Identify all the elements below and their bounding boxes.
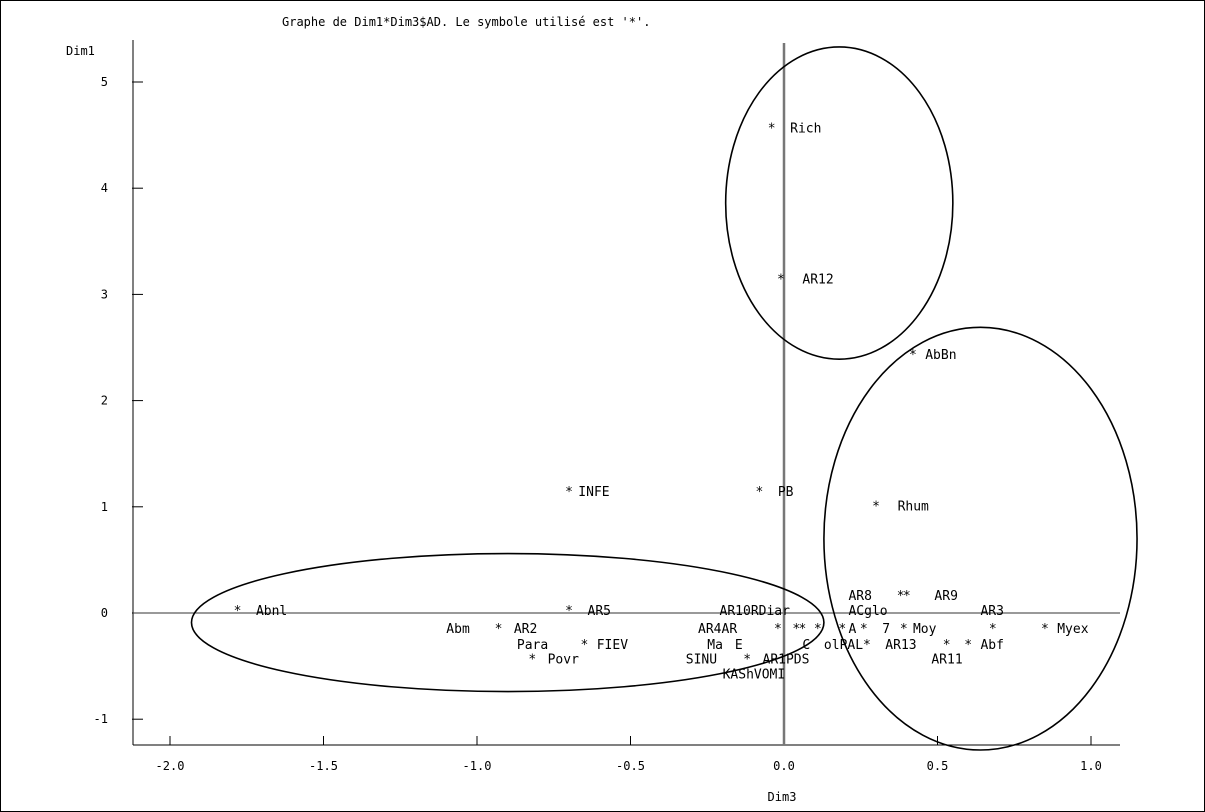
data-point-star: * bbox=[897, 589, 905, 604]
x-tick-label: 0.5 bbox=[927, 759, 949, 773]
data-point-star: * bbox=[964, 638, 972, 653]
point-label: Povr bbox=[548, 653, 579, 668]
data-point-star: * bbox=[792, 622, 800, 637]
data-point-star: * bbox=[903, 589, 911, 604]
data-point-star: * bbox=[777, 272, 785, 287]
y-tick-label: 4 bbox=[101, 181, 108, 195]
point-label: AbBn bbox=[925, 348, 956, 363]
point-label: C bbox=[802, 638, 810, 653]
point-label: olPAL bbox=[824, 638, 863, 653]
point-label: AR11 bbox=[931, 653, 962, 668]
point-label: AR2 bbox=[514, 622, 537, 637]
point-label: E bbox=[735, 638, 743, 653]
y-tick-label: 3 bbox=[101, 287, 108, 301]
point-labels: Rich AR12 AbBn INFE PB Rhum AR8 AR9 Abnl AR5 AR10R… bbox=[256, 122, 1089, 683]
data-point-star: * bbox=[743, 653, 751, 668]
point-label: AR13 bbox=[885, 638, 916, 653]
x-axis-label: Dim3 bbox=[768, 790, 797, 804]
axes: -1 0 1 2 3 4 5 -2.0 -1.5 -1.0 -0.5 0.0 0.5 1.0 bbox=[94, 40, 1120, 773]
point-label: AR4AR bbox=[698, 622, 737, 637]
data-point-star: * bbox=[814, 622, 822, 637]
point-label: FIEV bbox=[597, 638, 628, 653]
point-label: Abf bbox=[980, 638, 1003, 653]
data-point-star: * bbox=[768, 122, 776, 137]
data-point-star: * bbox=[900, 622, 908, 637]
data-point-star: * bbox=[943, 638, 951, 653]
point-label: Rhum bbox=[898, 500, 929, 515]
point-label: 7 bbox=[882, 622, 890, 637]
point-label: PB bbox=[778, 485, 794, 500]
point-label: AR9 bbox=[934, 589, 957, 604]
x-tick-label: 1.0 bbox=[1080, 759, 1102, 773]
point-label: Para bbox=[517, 638, 548, 653]
point-label: Moy bbox=[913, 622, 937, 637]
point-label: Abnl bbox=[256, 604, 287, 619]
data-point-star: * bbox=[863, 638, 871, 653]
point-label: ACglo bbox=[848, 604, 887, 619]
data-points: **** ***** ** * ** * * * * * ** * * ** * bbox=[234, 122, 1049, 668]
data-point-star: * bbox=[799, 622, 807, 637]
data-point-star: * bbox=[495, 622, 503, 637]
y-tick-label: -1 bbox=[94, 712, 108, 726]
x-tick-label: -1.0 bbox=[463, 759, 492, 773]
point-label: SINU bbox=[686, 653, 717, 668]
point-label: INFE bbox=[578, 485, 609, 500]
reference-lines bbox=[133, 43, 1120, 745]
point-label: AR3 bbox=[980, 604, 1003, 619]
x-tick-label: 0.0 bbox=[773, 759, 795, 773]
y-tick-label: 2 bbox=[101, 394, 108, 408]
cluster-ellipse bbox=[823, 326, 1138, 751]
y-tick-label: 0 bbox=[101, 606, 108, 620]
data-point-star: * bbox=[528, 653, 536, 668]
point-label: KAShVOMI bbox=[723, 668, 786, 683]
y-tick-label: 1 bbox=[101, 500, 108, 514]
cluster-ellipse bbox=[190, 552, 825, 693]
data-point-star: * bbox=[989, 622, 997, 637]
data-point-star: * bbox=[860, 622, 868, 637]
point-label: AR1PDS bbox=[763, 653, 810, 668]
point-label: AR8 bbox=[848, 589, 871, 604]
chart-title: Graphe de Dim1*Dim3$AD. Le symbole utili… bbox=[282, 15, 650, 29]
data-point-star: * bbox=[872, 500, 880, 515]
point-label: AR12 bbox=[802, 272, 833, 287]
x-tick-label: -0.5 bbox=[616, 759, 645, 773]
y-axis-label: Dim1 bbox=[66, 44, 95, 58]
point-label: AR5 bbox=[588, 604, 611, 619]
data-point-star: * bbox=[756, 485, 764, 500]
point-label: Abm bbox=[446, 622, 470, 637]
point-label: AR10RDiar bbox=[720, 604, 791, 619]
point-label: A bbox=[848, 622, 856, 637]
data-point-star: * bbox=[565, 604, 573, 619]
cluster-ellipse bbox=[724, 46, 954, 360]
data-point-star: * bbox=[838, 622, 846, 637]
point-label: Rich bbox=[790, 122, 821, 137]
data-point-star: * bbox=[909, 348, 917, 363]
point-label: Myex bbox=[1057, 622, 1088, 637]
point-label: Ma bbox=[707, 638, 723, 653]
data-point-star: * bbox=[1041, 622, 1049, 637]
data-point-star: * bbox=[774, 622, 782, 637]
data-point-star: * bbox=[581, 638, 589, 653]
cluster-ellipses bbox=[190, 46, 1138, 751]
x-tick-label: -2.0 bbox=[156, 759, 185, 773]
data-point-star: * bbox=[234, 604, 242, 619]
data-point-star: * bbox=[565, 485, 573, 500]
x-tick-label: -1.5 bbox=[309, 759, 338, 773]
y-tick-label: 5 bbox=[101, 75, 108, 89]
